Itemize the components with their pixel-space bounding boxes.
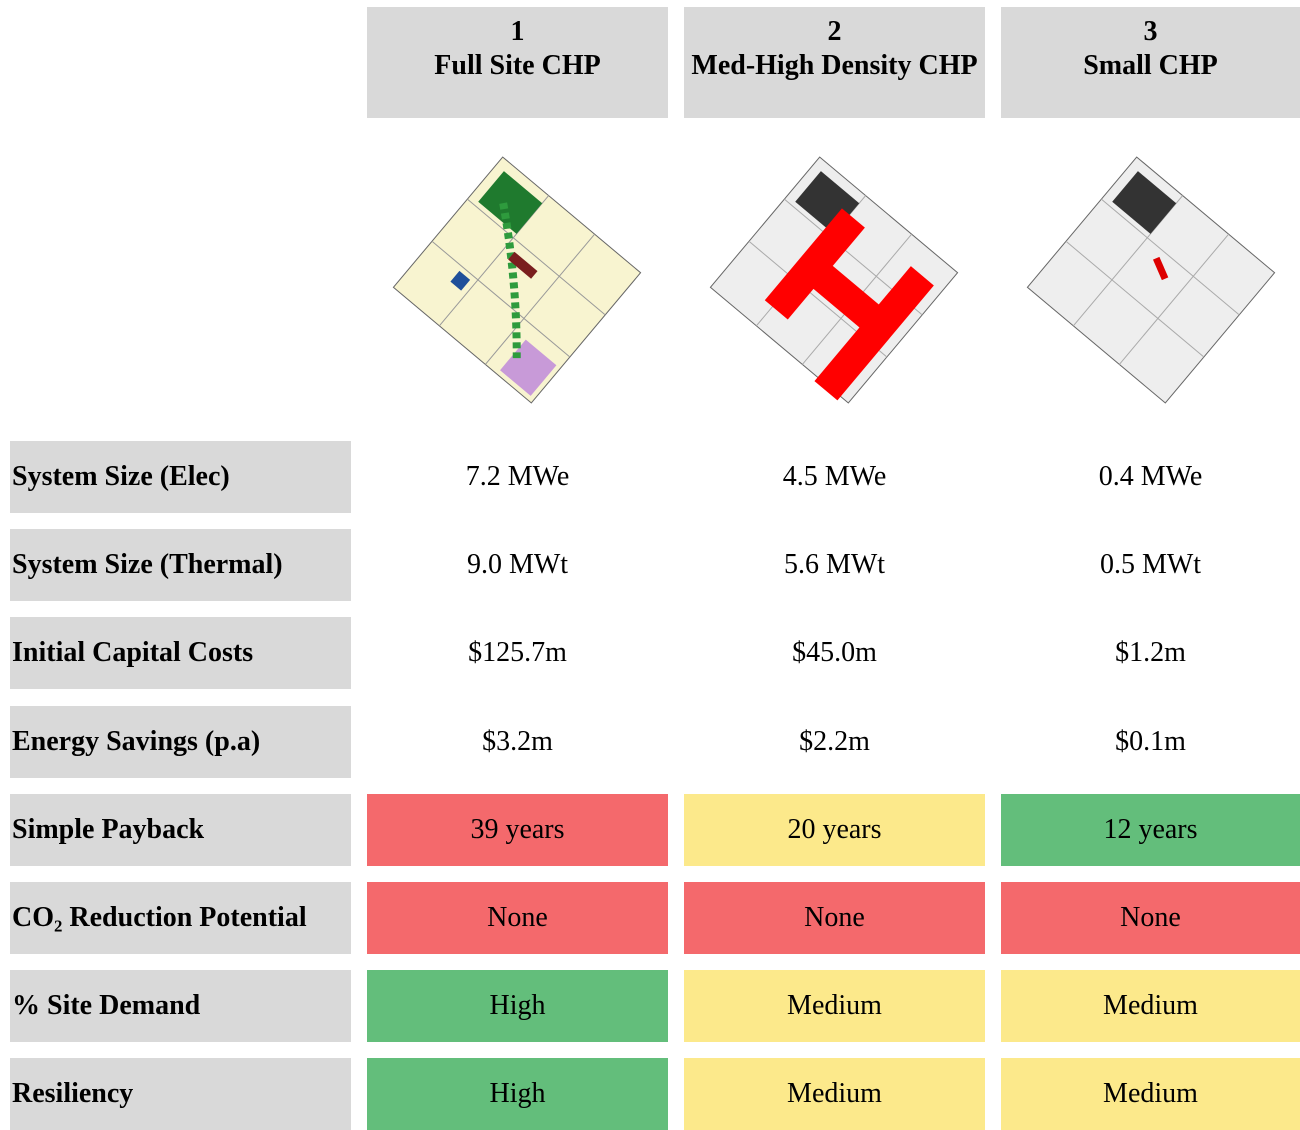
column-title: Small CHP xyxy=(1083,50,1218,81)
row-label: % Site Demand xyxy=(10,970,351,1043)
value-cell: None xyxy=(1001,882,1300,954)
value-cell: High xyxy=(367,1058,668,1130)
site-map xyxy=(709,156,959,404)
value-cell: 0.4 MWe xyxy=(1098,461,1203,492)
value-cell: 0.5 MWt xyxy=(1099,549,1202,581)
column-number: 1 xyxy=(510,16,525,47)
row-label: System Size (Elec) xyxy=(10,441,351,513)
value-cell: $45.0m xyxy=(792,637,877,669)
value-cell: $2.2m xyxy=(799,725,870,757)
row-label: Initial Capital Costs xyxy=(10,617,351,690)
value-cell: 12 years xyxy=(1001,793,1300,866)
value-cell: $1.2m xyxy=(1115,637,1186,669)
value-cell: Medium xyxy=(1001,1058,1300,1130)
site-map xyxy=(1026,156,1276,404)
value-cell: 4.5 MWe xyxy=(782,461,887,492)
value-cell: None xyxy=(684,882,985,954)
value-cell: 5.6 MWt xyxy=(783,549,886,581)
column-header: 3 Small CHP xyxy=(1001,7,1300,118)
value-cell: High xyxy=(367,970,668,1043)
column-title: Full Site CHP xyxy=(434,50,601,81)
value-cell: $0.1m xyxy=(1115,725,1186,757)
value-cell: 20 years xyxy=(684,793,985,866)
value-cell: Medium xyxy=(684,970,985,1043)
value-cell: 7.2 MWe xyxy=(465,461,570,492)
column-header: 1 Full Site CHP xyxy=(367,7,668,118)
row-label: System Size (Thermal) xyxy=(10,529,351,602)
row-label: Resiliency xyxy=(10,1058,351,1130)
value-cell: None xyxy=(367,882,668,954)
value-cell: Medium xyxy=(684,1058,985,1130)
site-map xyxy=(392,156,642,404)
value-cell: $125.7m xyxy=(468,637,567,669)
column-number: 3 xyxy=(1143,16,1158,47)
row-label: CO₂ Reduction Potential xyxy=(10,882,351,954)
column-number: 2 xyxy=(827,16,842,47)
row-label: Energy Savings (p.a) xyxy=(10,705,351,778)
value-cell: 9.0 MWt xyxy=(466,549,569,581)
value-cell: 39 years xyxy=(367,793,668,866)
value-cell: Medium xyxy=(1001,970,1300,1043)
column-header: 2 Med-High Density CHP xyxy=(684,7,985,118)
column-title: Med-High Density CHP xyxy=(691,50,978,81)
value-cell: $3.2m xyxy=(482,725,553,757)
row-label: Simple Payback xyxy=(10,793,351,866)
